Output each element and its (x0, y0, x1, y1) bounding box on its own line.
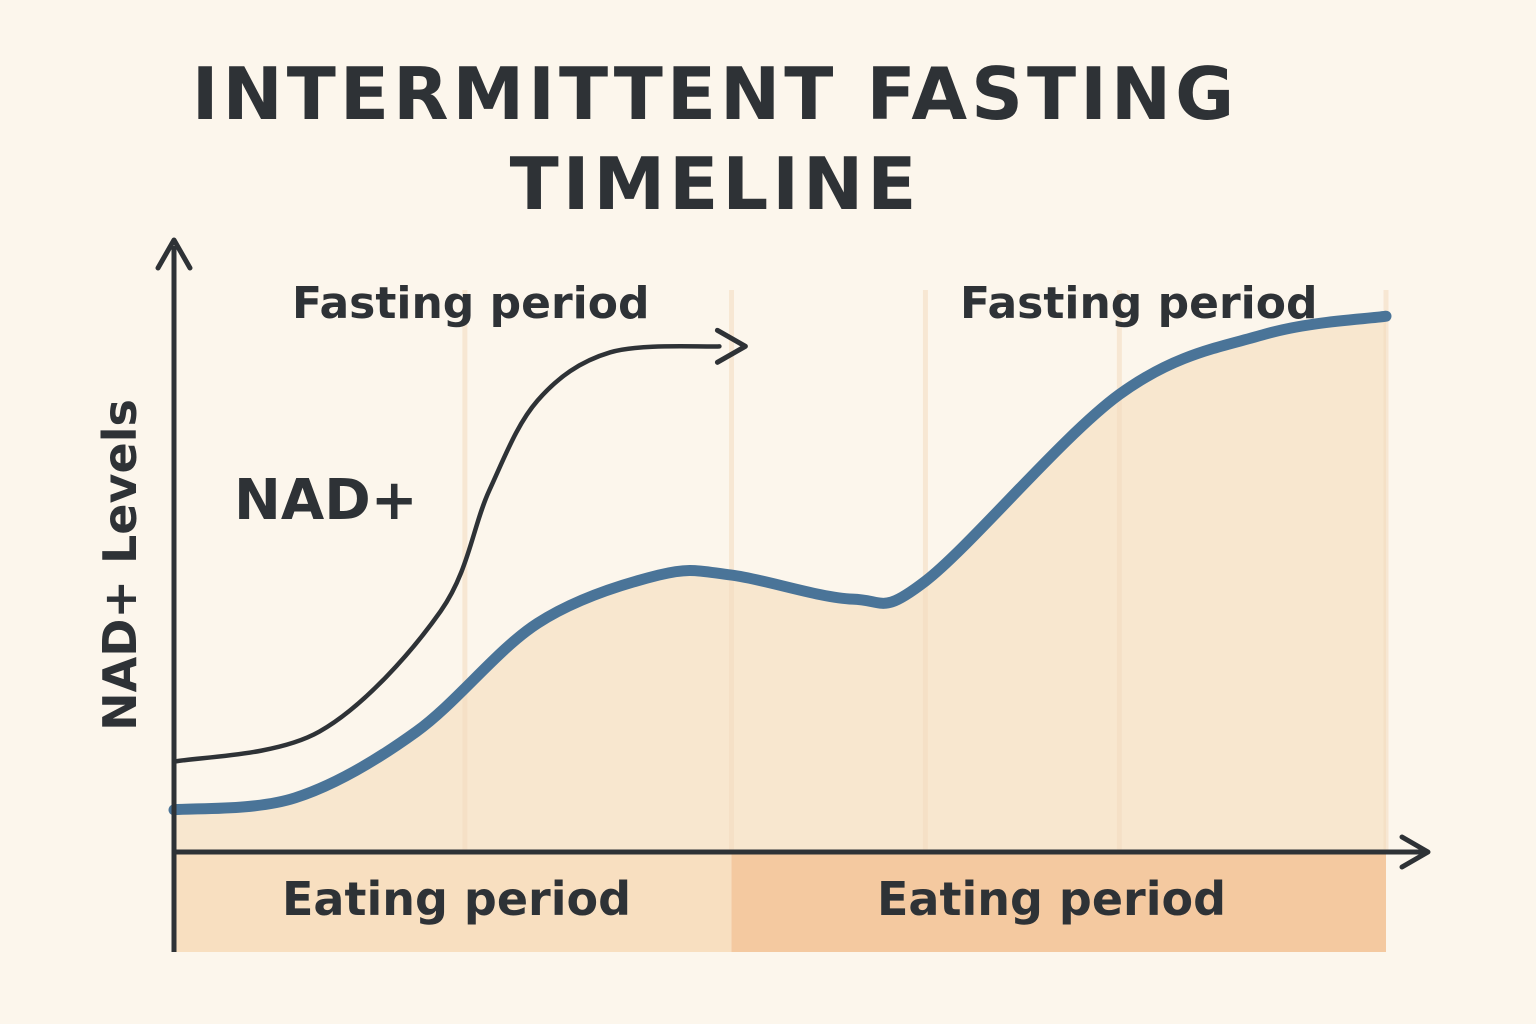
y-axis-arrowhead (155, 237, 193, 271)
chart-title-line-2: TIMELINE (509, 142, 921, 226)
eating-period-label-2: Eating period (877, 872, 1227, 926)
series-line-blue (168, 310, 1392, 816)
line-layer (168, 310, 1392, 816)
fasting-period-label-2: Fasting period (960, 278, 1318, 329)
fasting-period-label-1: Fasting period (292, 278, 650, 329)
y-axis-label: NAD+ Levels (93, 399, 147, 731)
axis-layer (155, 237, 1431, 952)
eating-period-label-1: Eating period (282, 872, 632, 926)
band-layer (174, 852, 1386, 952)
area-layer (174, 316, 1386, 853)
eating-band-2 (731, 852, 1386, 952)
eating-band-1 (174, 852, 732, 952)
chart-title-line-1: INTERMITTENT FASTING (191, 52, 1239, 136)
area-fill (174, 316, 1386, 853)
series-line-nad (171, 344, 722, 764)
series-label-nad: NAD+ (234, 468, 418, 533)
x-axis-arrowhead (1399, 834, 1431, 870)
nad-arrowhead (714, 327, 748, 365)
